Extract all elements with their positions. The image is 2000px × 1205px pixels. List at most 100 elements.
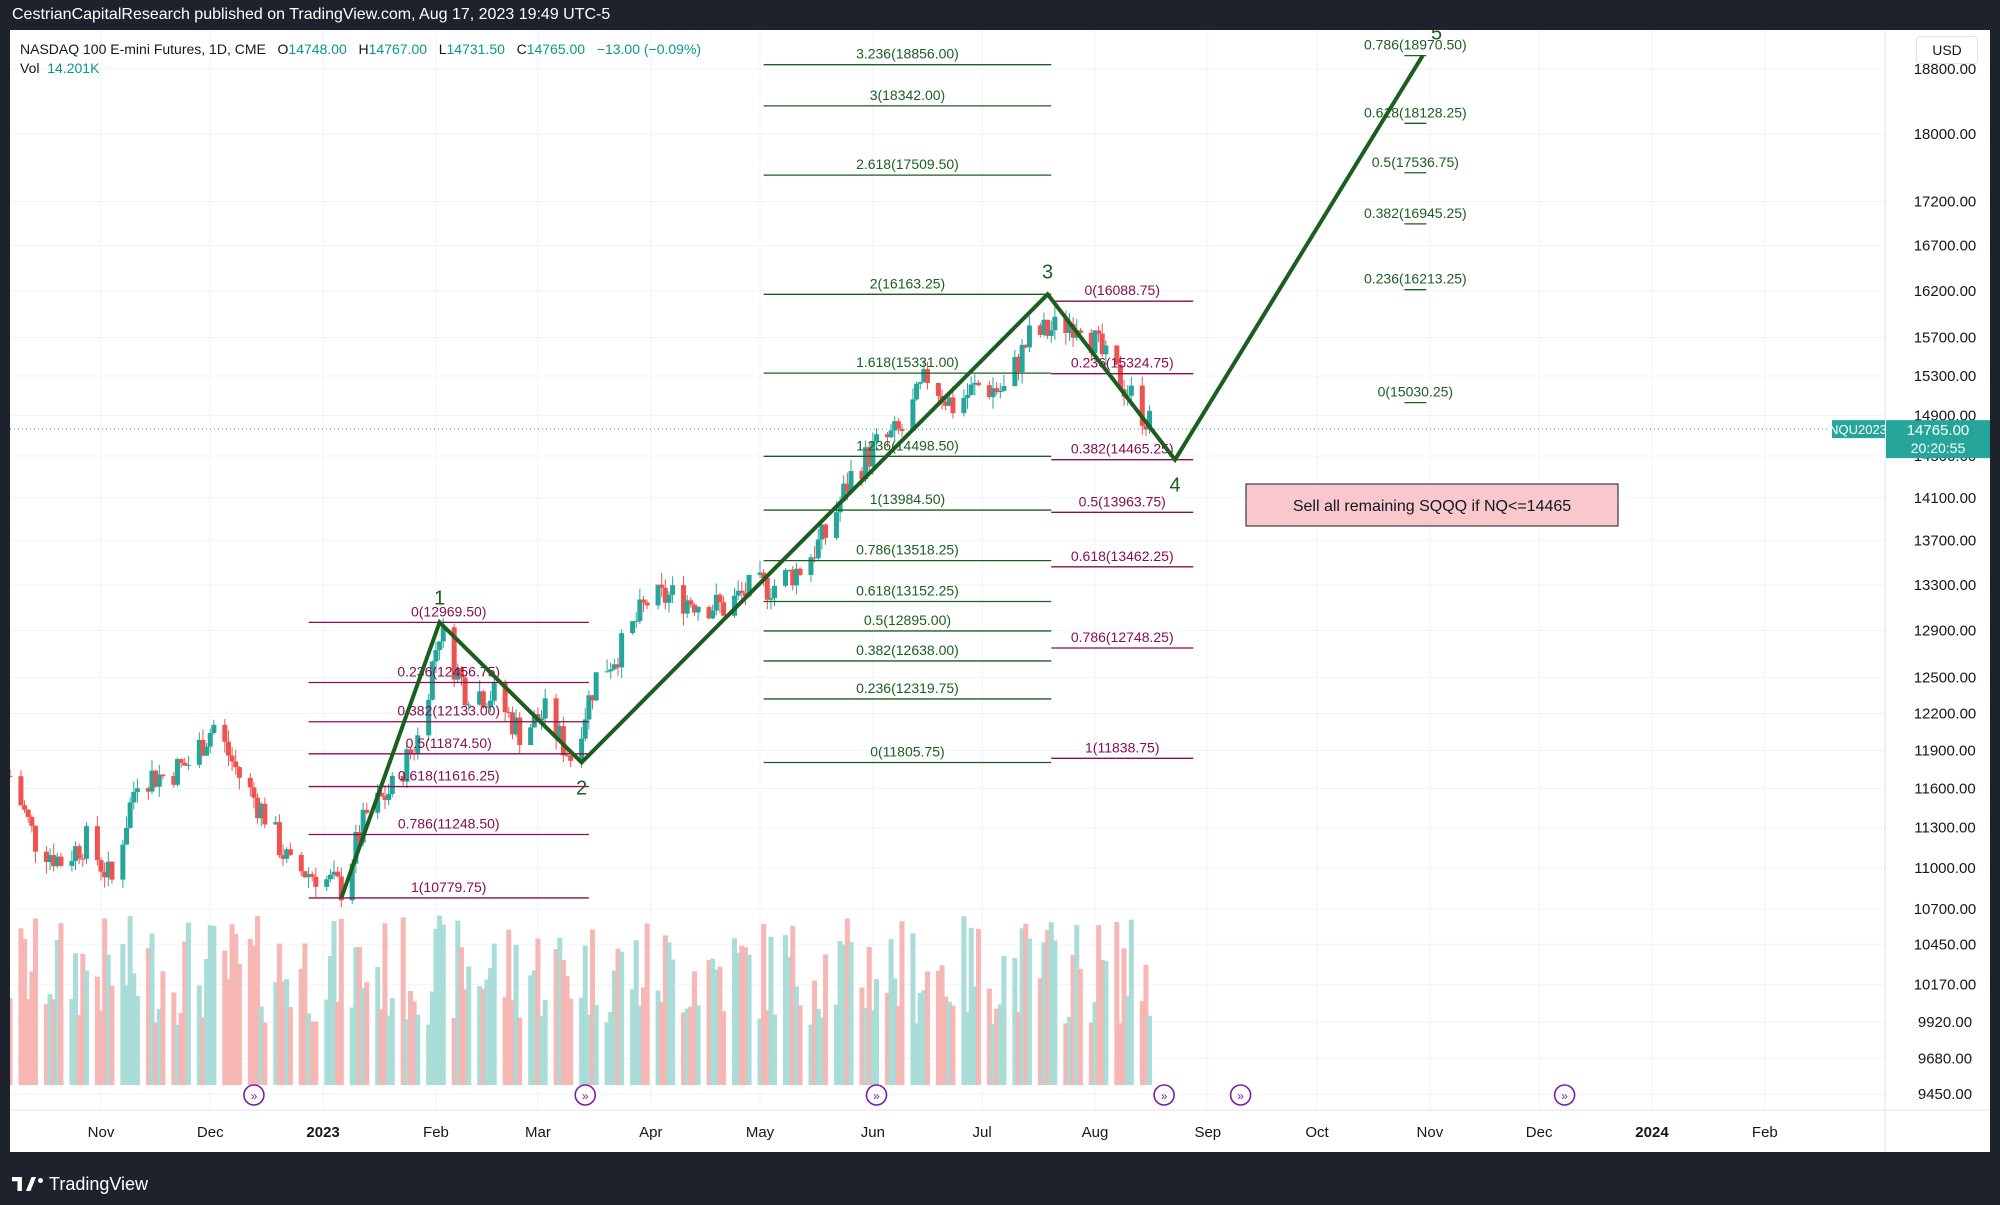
candle-body <box>25 809 31 817</box>
volume-bar <box>324 999 330 1085</box>
event-marker-icon <box>1229 1084 1252 1106</box>
volume-bar <box>1019 928 1025 1085</box>
fib-level-label: 0.5(13963.75) <box>1079 493 1166 509</box>
candle-body <box>1015 356 1021 373</box>
price-chart[interactable]: 18800.00 18000.00 17200.00 16700.00 16200.00… <box>7 23 1990 1152</box>
legend-volume-row: Vol 14.201K <box>20 59 701 78</box>
volume-bar <box>229 924 235 1085</box>
event-marker-glyph: » <box>1161 1089 1168 1103</box>
fib-level-label: 0(11805.75) <box>870 743 944 759</box>
fib-level-label: 0.236(16213.25) <box>1364 271 1467 287</box>
volume-bar <box>273 982 279 1085</box>
open-value: 14748.00 <box>288 41 347 57</box>
candle-body <box>586 695 592 720</box>
volume-bar <box>284 979 290 1085</box>
candle-body <box>273 822 279 825</box>
candle-body <box>746 574 752 597</box>
candle-body <box>637 599 643 622</box>
volume-bar <box>127 916 133 1085</box>
volume-bar <box>764 1010 770 1085</box>
candle-body <box>542 698 548 719</box>
volume-bar <box>910 933 916 1085</box>
candle-body <box>713 594 719 611</box>
volume-bar <box>1099 959 1105 1085</box>
volume-bar <box>1074 925 1080 1085</box>
candle-body <box>76 846 82 859</box>
volume-bar <box>251 945 257 1085</box>
fib-level-label: 0.5(12895.00) <box>864 612 951 628</box>
price-tick-label: 14100.00 <box>1914 490 1977 507</box>
fib-level-label: 1.618(15331.00) <box>856 354 959 370</box>
volume-bar <box>25 999 31 1085</box>
candle-body <box>18 776 24 806</box>
fib-level-label: 2.618(17509.50) <box>856 156 959 172</box>
candle-body <box>488 700 494 707</box>
volume-bar <box>866 947 872 1085</box>
volume-bar <box>892 978 898 1085</box>
volume-bar <box>502 996 508 1085</box>
brand-name: TradingView <box>49 1174 149 1194</box>
candle-body <box>986 385 992 398</box>
candle-body <box>255 797 261 819</box>
candle-body <box>528 727 534 746</box>
volume-bar <box>943 996 949 1085</box>
volume-bar <box>655 990 661 1085</box>
volume-bar <box>455 920 461 1085</box>
volume-bar <box>236 963 242 1085</box>
volume-bar <box>531 970 537 1085</box>
candle-body <box>968 384 974 396</box>
price-tick-label: 18000.00 <box>1914 126 1977 143</box>
volume-bar <box>1114 921 1120 1085</box>
volume-bar <box>298 968 304 1085</box>
volume-bar <box>302 943 308 1085</box>
open-label: O <box>277 41 289 57</box>
price-tick-label: 11900.00 <box>1914 743 1975 760</box>
fib-level-label: 1.236(14498.50) <box>856 437 959 453</box>
candle-body <box>644 602 650 606</box>
volume-bar <box>120 943 126 1085</box>
candle-body <box>990 388 996 398</box>
volume-bar <box>593 1004 599 1085</box>
candle-body <box>691 604 697 613</box>
candle-body <box>786 569 792 571</box>
volume-label[interactable]: Vol <box>20 60 40 76</box>
candle-body <box>921 369 927 382</box>
candle-body <box>22 805 28 810</box>
candle-body <box>309 874 315 877</box>
volume-bar <box>149 933 155 1085</box>
candle-body <box>590 695 596 701</box>
chart-panel[interactable]: 18800.00 18000.00 17200.00 16700.00 16200.00… <box>7 23 1990 1152</box>
volume-bar <box>1015 1012 1021 1085</box>
candle-body <box>662 587 668 603</box>
volume-bar <box>76 1015 82 1085</box>
candle-body <box>284 849 290 859</box>
candle-body <box>884 434 890 438</box>
volume-bar <box>742 947 748 1085</box>
candle-body <box>1048 330 1054 336</box>
sell-note-box <box>1245 483 1619 527</box>
candle-body <box>841 483 847 502</box>
volume-bar <box>182 941 188 1085</box>
candle-body <box>280 855 286 859</box>
candle-body <box>655 584 661 606</box>
candle-body <box>721 602 727 616</box>
volume-bar <box>611 970 617 1085</box>
candle-body <box>134 788 140 792</box>
volume-bar <box>772 1014 778 1085</box>
candle-body <box>706 607 712 619</box>
volume-bar <box>1117 1023 1123 1085</box>
instrument-name[interactable]: NASDAQ 100 E-mini Futures, 1D, CME <box>20 41 266 57</box>
fib-level-label: 0.382(14465.25) <box>1071 441 1174 457</box>
fib-level-label: 0.5(17536.75) <box>1372 154 1459 170</box>
wave-label-5: 5 <box>1431 30 1442 45</box>
candle-body <box>1099 333 1105 355</box>
candle-body <box>171 776 177 785</box>
fib-level-label: 0(15030.25) <box>1378 384 1454 400</box>
price-tick-label: 12500.00 <box>1914 669 1977 686</box>
price-tick-label: 10170.00 <box>1914 977 1977 994</box>
price-tick-label: 11300.00 <box>1914 820 1975 837</box>
currency-button[interactable]: USD <box>1916 36 1978 64</box>
volume-bar <box>1041 942 1047 1085</box>
high-label: H <box>358 41 369 57</box>
time-tick-label: Mar <box>525 1124 551 1141</box>
